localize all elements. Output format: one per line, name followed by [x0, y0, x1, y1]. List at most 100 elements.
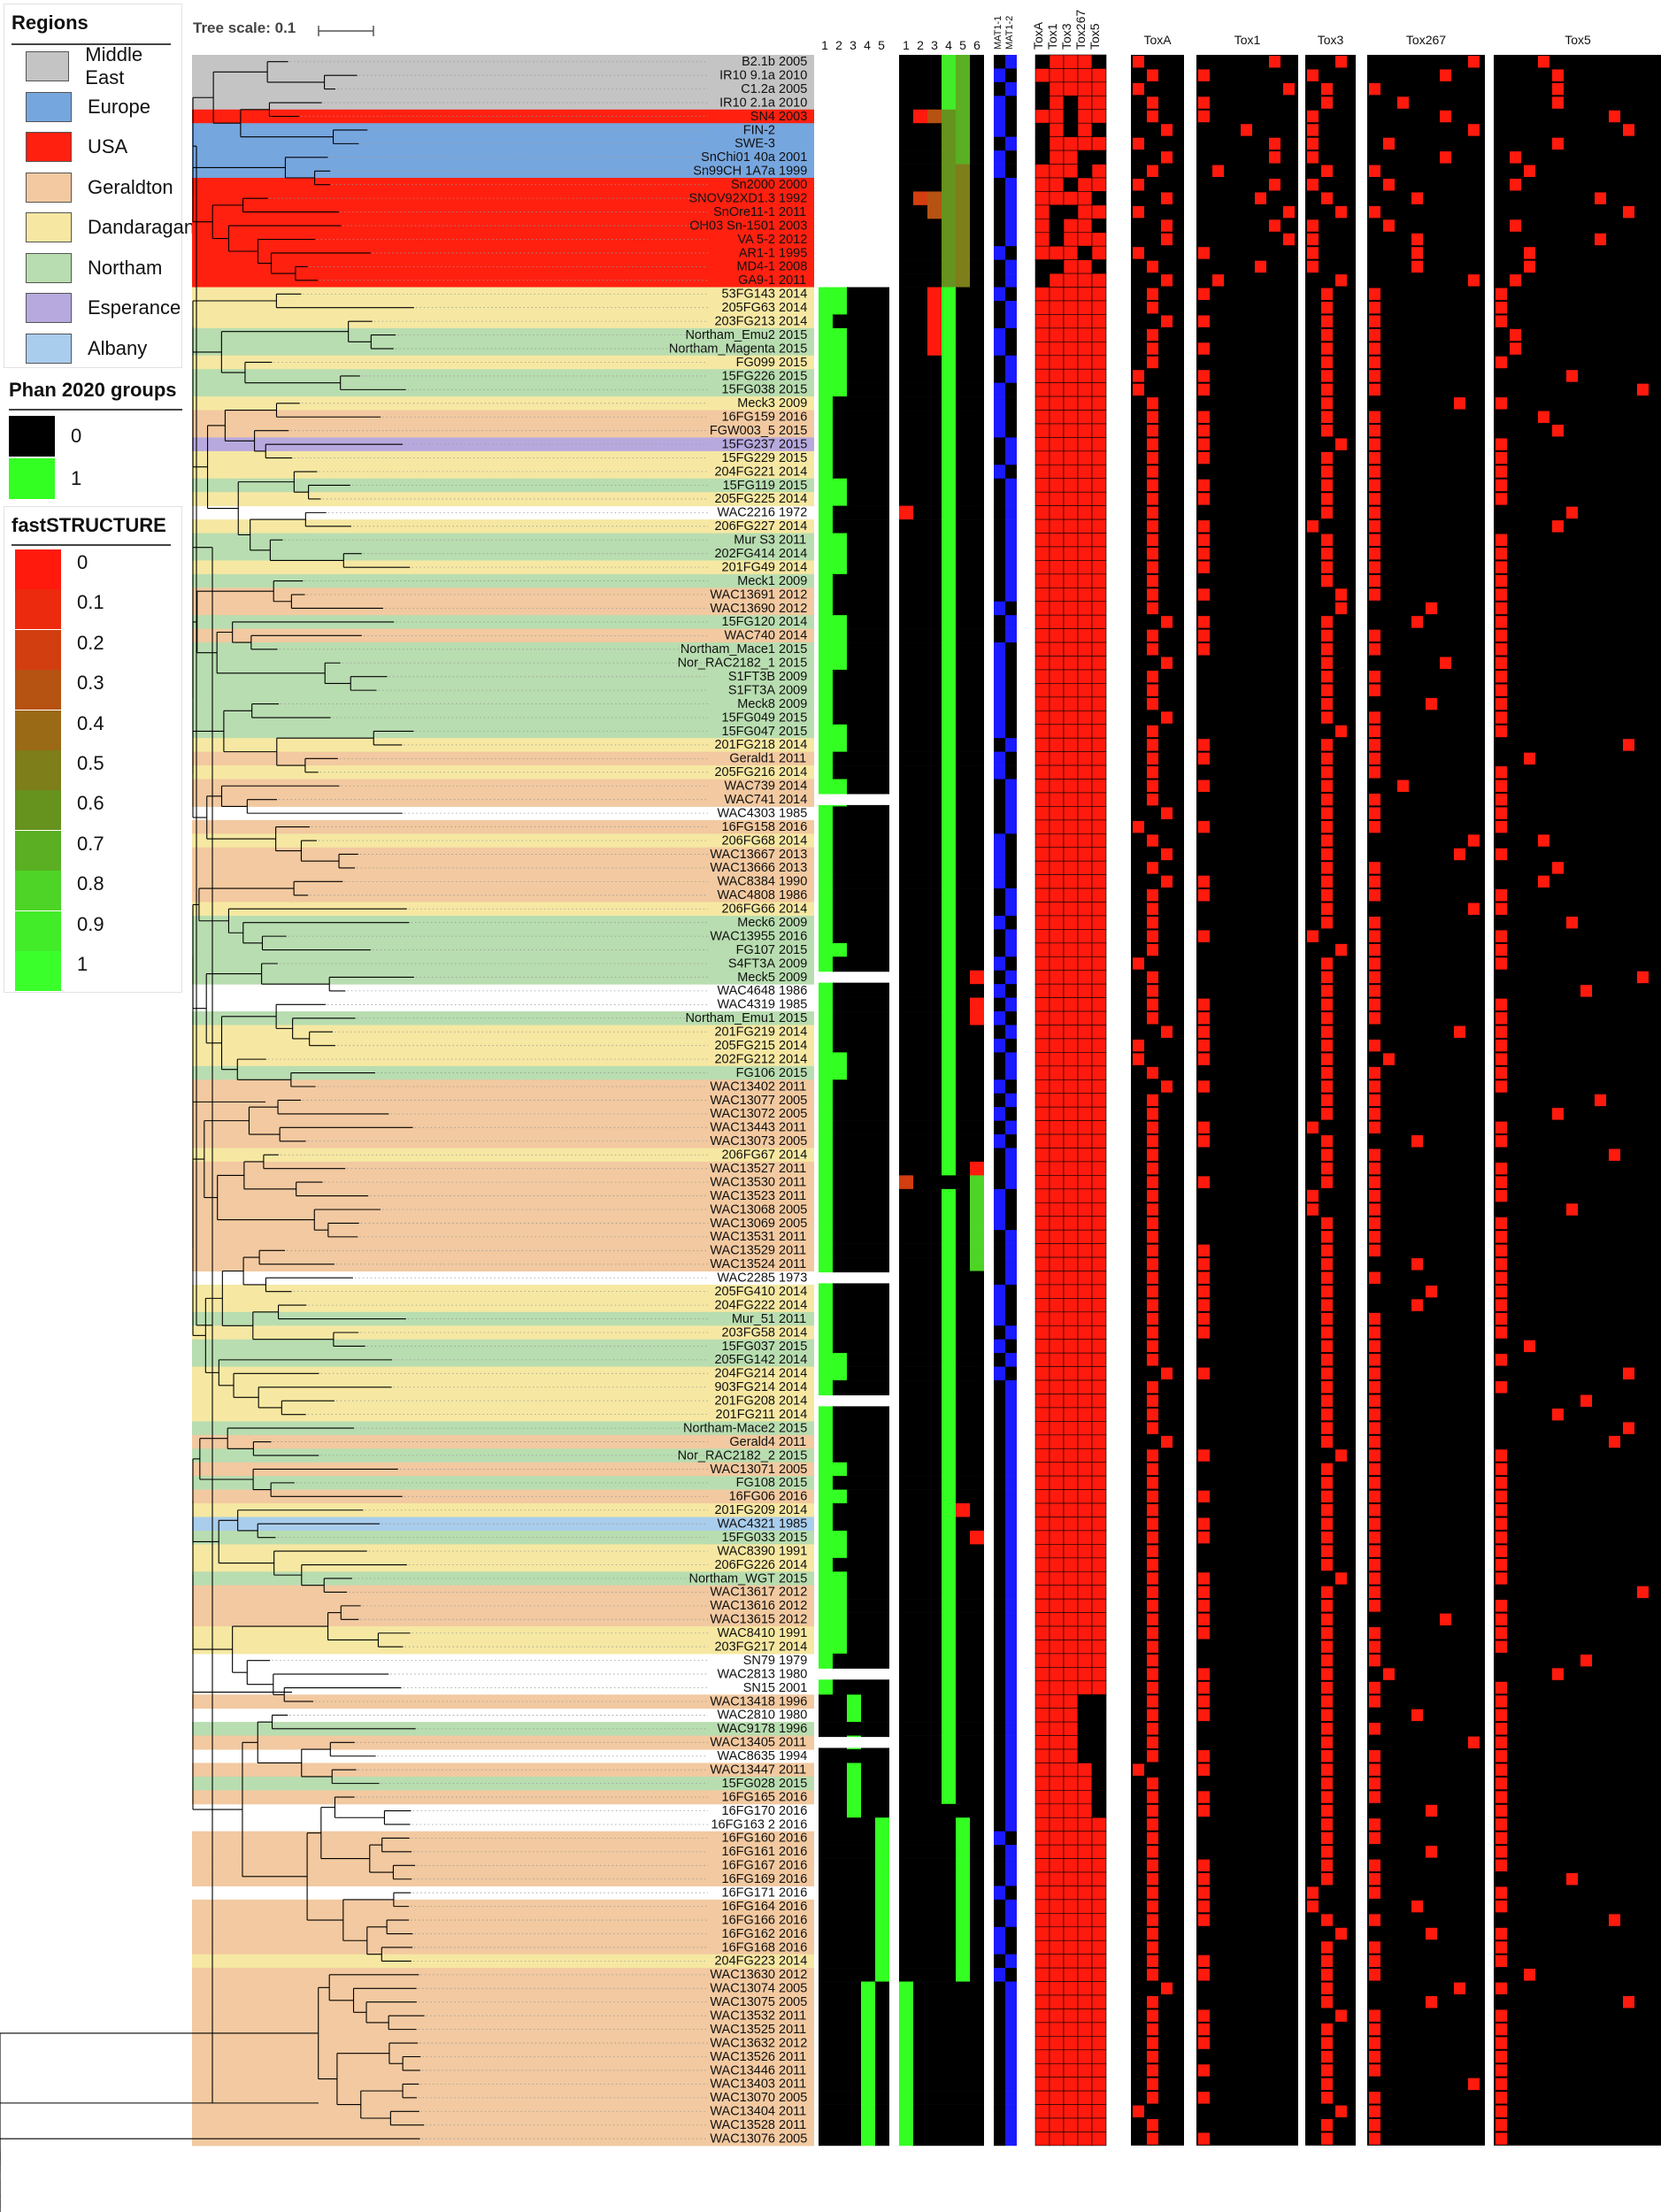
tox-presence-cell [1091, 683, 1107, 698]
faststructure-cell [899, 465, 913, 480]
tox-presence-cell [1077, 368, 1093, 383]
tox-variant-mark [1538, 834, 1549, 847]
faststructure-cell [970, 410, 984, 425]
tox-variant-mark [1369, 574, 1380, 588]
tox-presence-cell [1049, 1325, 1065, 1340]
faststructure-cell [899, 1052, 913, 1067]
tox-variant-mark [1369, 82, 1380, 96]
faststructure-cell [970, 861, 984, 875]
tox-presence-cell [1034, 81, 1050, 96]
isolate-year: 2011 [779, 1763, 806, 1778]
tox-presence-cell [1091, 450, 1107, 465]
phan-cell [861, 1188, 875, 1203]
phan-cell [861, 546, 875, 561]
region-band [192, 669, 814, 684]
phan-cell [847, 1640, 861, 1655]
tox-variant-mark [1147, 1354, 1158, 1366]
tox-variant-mark [1147, 1804, 1158, 1817]
faststructure-cell [956, 874, 970, 889]
phan-cell [861, 1339, 875, 1354]
tox-presence-cell [1077, 1366, 1093, 1381]
tox-variant-mark [1321, 1162, 1333, 1175]
tox-presence-cell [1091, 1434, 1107, 1449]
faststructure-cell [927, 1489, 942, 1504]
mat1-1-cell [994, 1065, 1005, 1080]
tox-presence-cell [1091, 724, 1107, 739]
tox-presence-cell [1063, 1544, 1079, 1559]
tox-variant-mark [1496, 1025, 1507, 1038]
mat1-2-cell [1005, 847, 1017, 862]
isolate-name: 206FG226 [714, 1558, 775, 1572]
mat1-1-cell [994, 342, 1005, 357]
tox-variant-mark [1468, 1736, 1480, 1749]
faststructure-cell [913, 478, 927, 493]
faststructure-cell [970, 1284, 984, 1299]
tox-presence-cell [1049, 1721, 1065, 1736]
tox-presence-cell [1034, 1010, 1050, 1025]
mat1-1-cell [994, 1571, 1005, 1586]
isolate-name: FG108 [736, 1476, 775, 1490]
faststructure-cell [970, 601, 984, 616]
isolate-year: 1973 [779, 1271, 807, 1286]
faststructure-cell [956, 861, 970, 875]
faststructure-cell [942, 1694, 956, 1709]
tox-variant-mark [1321, 1654, 1333, 1667]
tox-presence-cell [1077, 1010, 1093, 1025]
tox-presence-cell [1034, 491, 1050, 506]
tox-variant-mark [1496, 2050, 1507, 2063]
faststructure-cell [899, 533, 913, 548]
phan-cell [847, 2022, 861, 2037]
faststructure-cell [927, 465, 942, 480]
faststructure-cell [899, 1571, 913, 1586]
tox-variant-mark [1321, 1435, 1333, 1448]
phan-cell [861, 1134, 875, 1148]
tox-variant-mark [1321, 1012, 1333, 1025]
faststructure-cell [927, 2022, 942, 2037]
faststructure-cell [956, 1216, 970, 1231]
mat1-1-cell [994, 1708, 1005, 1723]
phan-cell [819, 573, 833, 588]
faststructure-cell [970, 1557, 984, 1572]
faststructure-label: 0 [77, 551, 88, 573]
tox-presence-cell [1049, 122, 1065, 137]
phan-cell [833, 1025, 847, 1040]
mat1-2-cell [1005, 1476, 1017, 1490]
tox-variant-mark [1369, 943, 1380, 956]
tox-presence-cell [1091, 273, 1107, 288]
phan-cell [847, 874, 861, 889]
tox-variant-mark [1369, 766, 1380, 779]
faststructure-cell [970, 314, 984, 329]
mat1-1-cell [994, 751, 1005, 766]
isolate-name: WAC13690 [710, 602, 775, 616]
faststructure-cell [899, 1517, 913, 1532]
tox-presence-cell [1063, 614, 1079, 629]
tox-variant-mark [1161, 616, 1173, 628]
tox-variant-mark [1369, 2023, 1380, 2036]
phan-cell [861, 833, 875, 849]
phan-cell [861, 1311, 875, 1326]
tox-presence-cell [1049, 396, 1065, 411]
faststructure-cell [942, 2118, 956, 2132]
faststructure-cell [927, 177, 942, 192]
phan-cell [861, 1995, 875, 2009]
phan-cell [861, 1940, 875, 1955]
faststructure-cell [927, 1503, 942, 1517]
region-band [192, 1776, 814, 1791]
isolate-year: 2014 [779, 629, 807, 643]
phan-cell [833, 1995, 847, 2009]
tox-variant-mark [1198, 1025, 1210, 1038]
isolate-name: 15FG038 [722, 383, 775, 397]
mat1-2-cell [1005, 1257, 1017, 1271]
tox-presence-cell [1063, 1816, 1079, 1832]
faststructure-cell [942, 669, 956, 684]
phan-cell [847, 1899, 861, 1914]
faststructure-cell [913, 123, 927, 137]
mat1-1-cell [994, 792, 1005, 807]
tox-variant-mark [1307, 1121, 1319, 1134]
phan-cell [819, 560, 833, 575]
tox-variant-mark [1321, 424, 1333, 437]
phan-cell [861, 1298, 875, 1313]
phan-cell [833, 2104, 847, 2119]
faststructure-cell [970, 847, 984, 862]
region-band [192, 478, 814, 493]
